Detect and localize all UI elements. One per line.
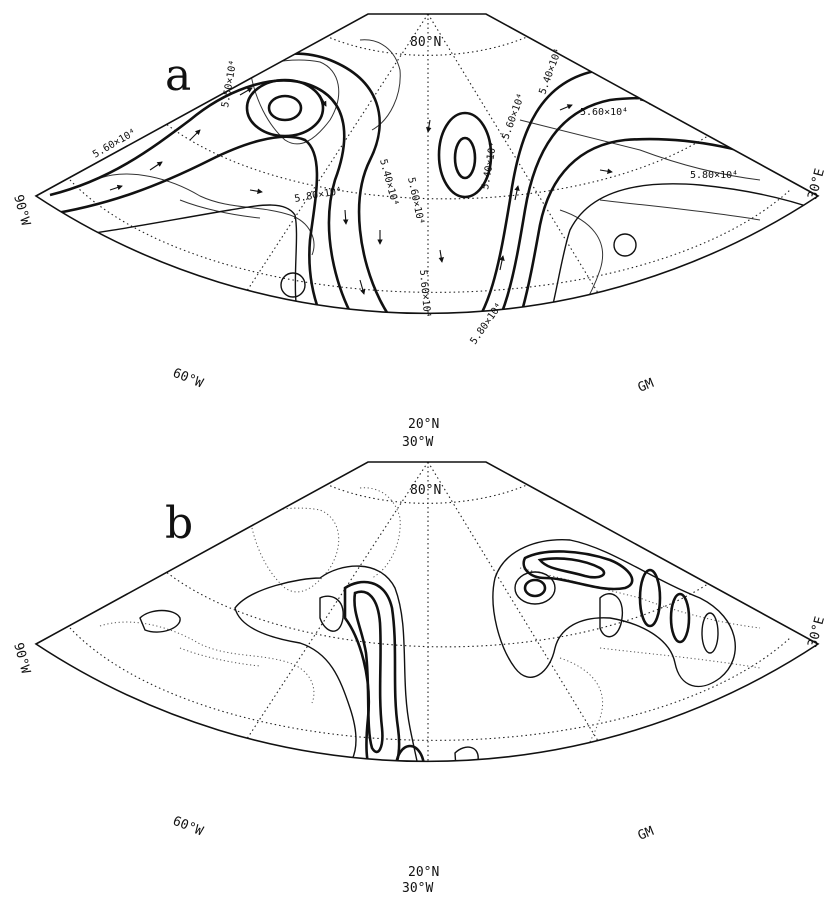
- lon-label-60w: 60°W: [171, 814, 206, 840]
- contour-label: 5.60×10⁴: [405, 176, 426, 225]
- coastlines-b: [99, 487, 761, 762]
- contour-label: 5.80×10⁴: [294, 186, 343, 205]
- contour-label: 5.40×10⁴: [480, 141, 499, 190]
- lon-label-gm: GM: [636, 824, 656, 844]
- lon-label-30w: 30°W: [402, 881, 433, 896]
- lon-label-30e: 30°E: [805, 167, 828, 201]
- lat-label-20n: 20°N: [408, 865, 439, 880]
- map-frame-a: [34, 13, 820, 315]
- lat-label-20n: 20°N: [408, 417, 439, 432]
- lat-label-80n: 80°N: [410, 483, 441, 498]
- contour-label: 5.40×10⁴: [377, 158, 400, 207]
- panel-letter-a: a: [165, 50, 191, 101]
- map-a-svg: 5.60×10⁴ 5.50×10⁴ 5.80×10⁴ 5.40×10⁴ 5.60…: [10, 13, 828, 448]
- lon-label-30w: 30°W: [402, 435, 433, 448]
- lon-label-gm: GM: [636, 376, 656, 396]
- panel-letter-b: b: [165, 498, 193, 549]
- contours-a: [44, 52, 818, 314]
- map-panel-b: b 80°N 20°N 30°W 90°W 30°E 60°W GM: [0, 448, 832, 897]
- contour-label: 5.50×10⁴: [220, 59, 239, 108]
- contour-label: 5.60×10⁴: [417, 269, 432, 318]
- lon-label-90w: 90°W: [10, 193, 33, 227]
- contour-label: 5.40×10⁴: [537, 47, 564, 96]
- lon-label-60w: 60°W: [171, 366, 206, 392]
- contour-label: 5.80×10⁴: [468, 301, 505, 347]
- lon-label-90w: 90°W: [10, 641, 33, 675]
- contour-label: 5.60×10⁴: [500, 92, 527, 141]
- contour-label: 5.60×10⁴: [580, 107, 628, 118]
- map-b-svg: b 80°N 20°N 30°W 90°W 30°E 60°W GM: [10, 461, 828, 896]
- map-panel-a: 5.60×10⁴ 5.50×10⁴ 5.80×10⁴ 5.40×10⁴ 5.60…: [0, 0, 832, 448]
- lon-label-30e: 30°E: [805, 615, 828, 649]
- graticule-a: [36, 14, 818, 314]
- graticule-b: [36, 462, 818, 762]
- lat-label-80n: 80°N: [410, 35, 441, 50]
- coastlines-a: [99, 39, 761, 314]
- contour-label: 5.80×10⁴: [690, 170, 738, 181]
- contours-b: [139, 539, 736, 762]
- wind-vectors-a: [109, 87, 775, 295]
- map-frame-b: [34, 461, 820, 763]
